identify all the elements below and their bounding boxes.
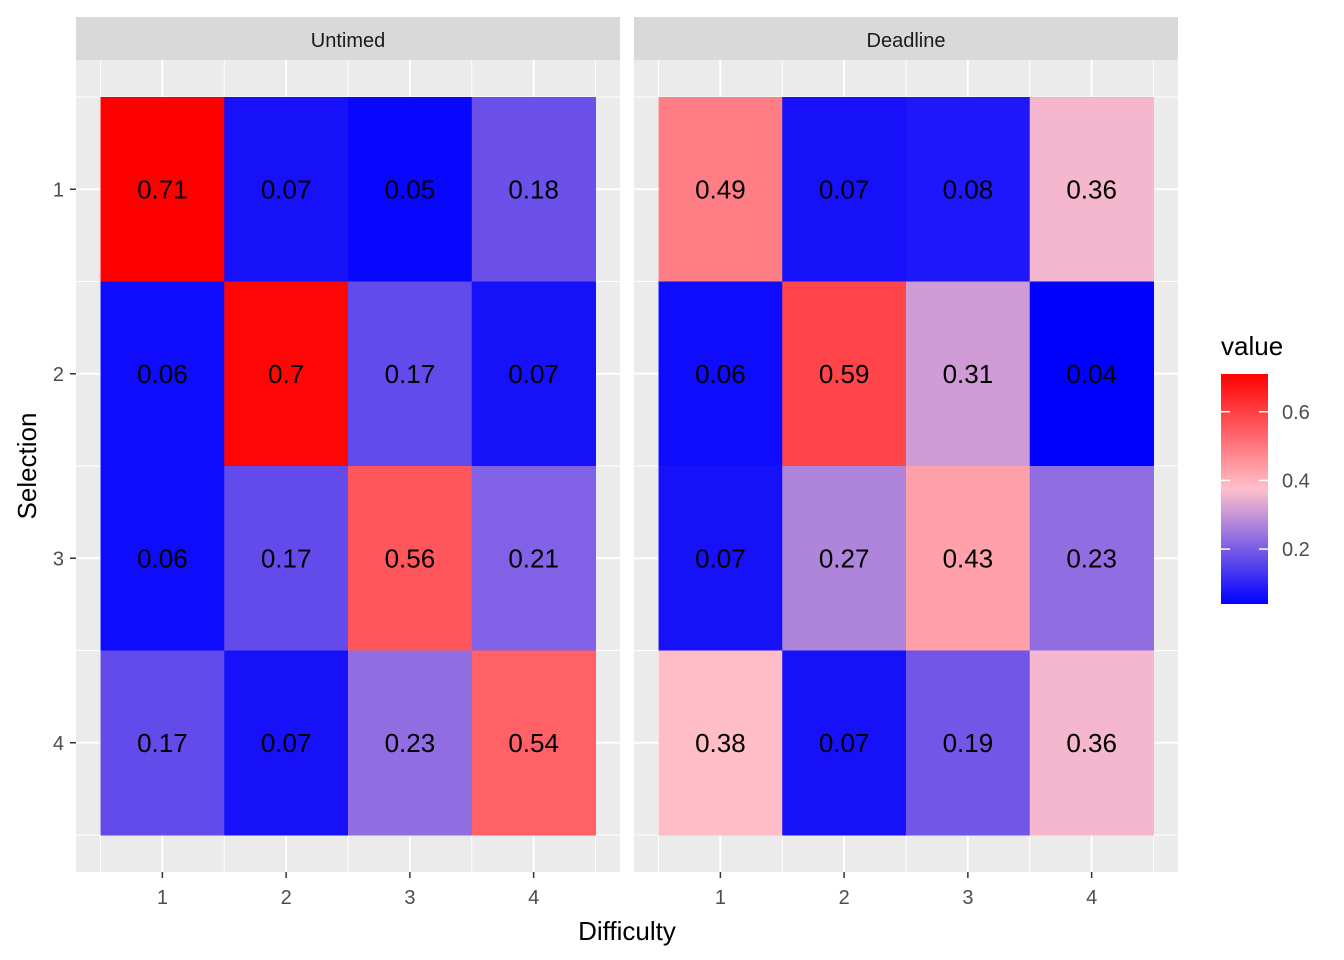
cell-value-label: 0.05 xyxy=(385,174,436,204)
legend-tick-label: 0.6 xyxy=(1282,402,1310,424)
cell-value-label: 0.17 xyxy=(385,359,436,389)
y-axis-title: Selection xyxy=(12,413,42,520)
cell-value-label: 0.04 xyxy=(1066,359,1117,389)
heatmap-cell xyxy=(658,650,783,836)
heatmap-cell xyxy=(1029,466,1154,651)
y-axis: 1 2 3 4 xyxy=(53,179,76,755)
cell-value-label: 0.17 xyxy=(261,543,312,573)
cell-value-label: 0.56 xyxy=(385,543,436,573)
heatmap-cell xyxy=(224,466,349,651)
cell-value-label: 0.08 xyxy=(943,174,994,204)
heatmap-cell xyxy=(348,650,473,836)
heatmap-cell xyxy=(782,650,907,836)
cell-value-label: 0.43 xyxy=(943,543,994,573)
heatmap-cell xyxy=(906,466,1031,651)
panel-deadline-cells: 0.49 0.07 0.08 0.36 0.06 0.59 0.31 0.04 0.07 0.27… xyxy=(658,97,1154,836)
cell-value-label: 0.27 xyxy=(819,543,870,573)
cell-value-label: 0.59 xyxy=(819,359,870,389)
panel-deadline: Deadline 0.49 0.07 0.08 0.36 0.06 0.59 0.31 0.0… xyxy=(634,17,1178,872)
y-tick-label: 3 xyxy=(53,548,64,570)
cell-value-label: 0.71 xyxy=(137,174,188,204)
heatmap-cell xyxy=(906,650,1031,836)
cell-value-label: 0.07 xyxy=(508,359,559,389)
heatmap-cell xyxy=(100,97,225,282)
heatmap-cell xyxy=(782,466,907,651)
y-tick-label: 1 xyxy=(53,179,64,201)
x-axis-title: Difficulty xyxy=(578,916,676,946)
heatmap-cell xyxy=(782,97,907,282)
cell-value-label: 0.07 xyxy=(261,174,312,204)
strip-untimed-label: Untimed xyxy=(311,30,385,52)
heatmap-cell xyxy=(658,97,783,282)
cell-value-label: 0.17 xyxy=(137,728,188,758)
heatmap-cell xyxy=(100,281,225,467)
x-tick-label: 1 xyxy=(157,887,168,909)
heatmap-cell xyxy=(1029,97,1154,282)
x-axis-deadline: 1 2 3 4 xyxy=(715,872,1097,909)
x-tick-label: 2 xyxy=(839,887,850,909)
x-tick-label: 3 xyxy=(404,887,415,909)
cell-value-label: 0.54 xyxy=(508,728,559,758)
cell-value-label: 0.07 xyxy=(261,728,312,758)
heatmap-cell xyxy=(1029,650,1154,836)
heatmap-cell xyxy=(906,281,1031,467)
x-tick-label: 4 xyxy=(528,887,539,909)
cell-value-label: 0.36 xyxy=(1066,728,1117,758)
cell-value-label: 0.06 xyxy=(137,543,188,573)
heatmap-cell xyxy=(906,97,1031,282)
cell-value-label: 0.23 xyxy=(385,728,436,758)
cell-value-label: 0.38 xyxy=(695,728,746,758)
heatmap-cell xyxy=(471,97,596,282)
x-tick-label: 1 xyxy=(715,887,726,909)
legend-title: value xyxy=(1221,331,1283,361)
cell-value-label: 0.07 xyxy=(819,174,870,204)
strip-deadline-label: Deadline xyxy=(867,30,946,52)
cell-value-label: 0.18 xyxy=(508,174,559,204)
panel-untimed: Untimed 0.71 0.07 0.05 0.180.06 0.7 0.17 0.070… xyxy=(76,17,620,872)
heatmap-cell xyxy=(348,97,473,282)
cell-value-label: 0.23 xyxy=(1066,543,1117,573)
heatmap-cell xyxy=(224,97,349,282)
panel-untimed-cells: 0.71 0.07 0.05 0.18 0.06 0.7 0.17 0.07 0.06 0.17 0… xyxy=(100,97,596,836)
heatmap-cell xyxy=(100,466,225,651)
cell-value-label: 0.21 xyxy=(508,543,559,573)
cell-value-label: 0.19 xyxy=(943,728,994,758)
cell-value-label: 0.06 xyxy=(695,359,746,389)
legend-tick-label: 0.4 xyxy=(1282,470,1310,492)
cell-value-label: 0.07 xyxy=(819,728,870,758)
heatmap-cell xyxy=(471,466,596,651)
cell-value-label: 0.49 xyxy=(695,174,746,204)
cell-value-label: 0.36 xyxy=(1066,174,1117,204)
y-tick-label: 4 xyxy=(53,733,64,755)
heatmap-cell xyxy=(1029,281,1154,467)
x-tick-label: 3 xyxy=(962,887,973,909)
heatmap-cell xyxy=(224,650,349,836)
heatmap-cell xyxy=(471,650,596,836)
heatmap-cell xyxy=(224,281,349,467)
strip-deadline-background xyxy=(634,17,1178,60)
x-tick-label: 4 xyxy=(1086,887,1097,909)
heatmap-cell xyxy=(658,281,783,467)
strip-untimed-background xyxy=(76,17,620,60)
heatmap-cell xyxy=(471,281,596,467)
x-axis-untimed: 1 2 3 4 xyxy=(157,872,539,909)
cell-value-label: 0.7 xyxy=(268,359,304,389)
heatmap-cell xyxy=(782,281,907,467)
heatmap-cell xyxy=(100,650,225,836)
heatmap-cell xyxy=(348,281,473,467)
cell-value-label: 0.07 xyxy=(695,543,746,573)
cell-value-label: 0.06 xyxy=(137,359,188,389)
y-tick-label: 2 xyxy=(53,364,64,386)
heatmap-cell xyxy=(658,466,783,651)
legend-tick-label: 0.2 xyxy=(1282,539,1310,561)
cell-value-label: 0.31 xyxy=(943,359,994,389)
legend-colorbar xyxy=(1221,374,1268,604)
heatmap-cell xyxy=(348,466,473,651)
x-tick-label: 2 xyxy=(281,887,292,909)
legend-ticks: 0.2 0.4 0.6 xyxy=(1221,402,1310,561)
legend: value 0.2 0.4 0.6 xyxy=(1221,331,1310,604)
